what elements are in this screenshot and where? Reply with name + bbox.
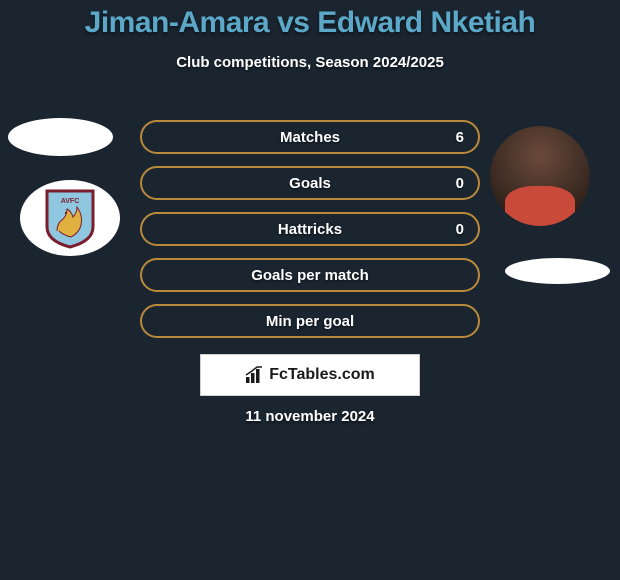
stat-value: 0 (456, 221, 464, 238)
stats-container: Matches 6 Goals 0 Hattricks 0 Goals per … (140, 120, 480, 350)
brand-text: FcTables.com (245, 366, 375, 384)
player1-club-crest: AVFC (20, 180, 120, 256)
stat-label: Hattricks (278, 221, 342, 238)
player1-avatar-placeholder (8, 118, 113, 156)
stat-row-min-per-goal: Min per goal (140, 304, 480, 338)
stat-row-hattricks: Hattricks 0 (140, 212, 480, 246)
stat-value: 0 (456, 175, 464, 192)
stat-label: Goals (289, 175, 331, 192)
stat-row-goals-per-match: Goals per match (140, 258, 480, 292)
player2-avatar (490, 126, 590, 226)
brand-label: FcTables.com (269, 366, 375, 384)
stat-value: 6 (456, 129, 464, 146)
page-title: Jiman-Amara vs Edward Nketiah (0, 0, 620, 40)
stat-label: Matches (280, 129, 340, 146)
brand-watermark: FcTables.com (200, 354, 420, 396)
bar-chart-icon (245, 366, 265, 384)
avfc-crest-icon: AVFC (43, 187, 97, 249)
stat-row-goals: Goals 0 (140, 166, 480, 200)
stat-label: Goals per match (251, 267, 369, 284)
date-label: 11 november 2024 (0, 408, 620, 425)
subtitle: Club competitions, Season 2024/2025 (0, 54, 620, 71)
stat-label: Min per goal (266, 313, 354, 330)
svg-text:AVFC: AVFC (61, 198, 80, 205)
player2-club-crest-placeholder (505, 258, 610, 284)
stat-row-matches: Matches 6 (140, 120, 480, 154)
